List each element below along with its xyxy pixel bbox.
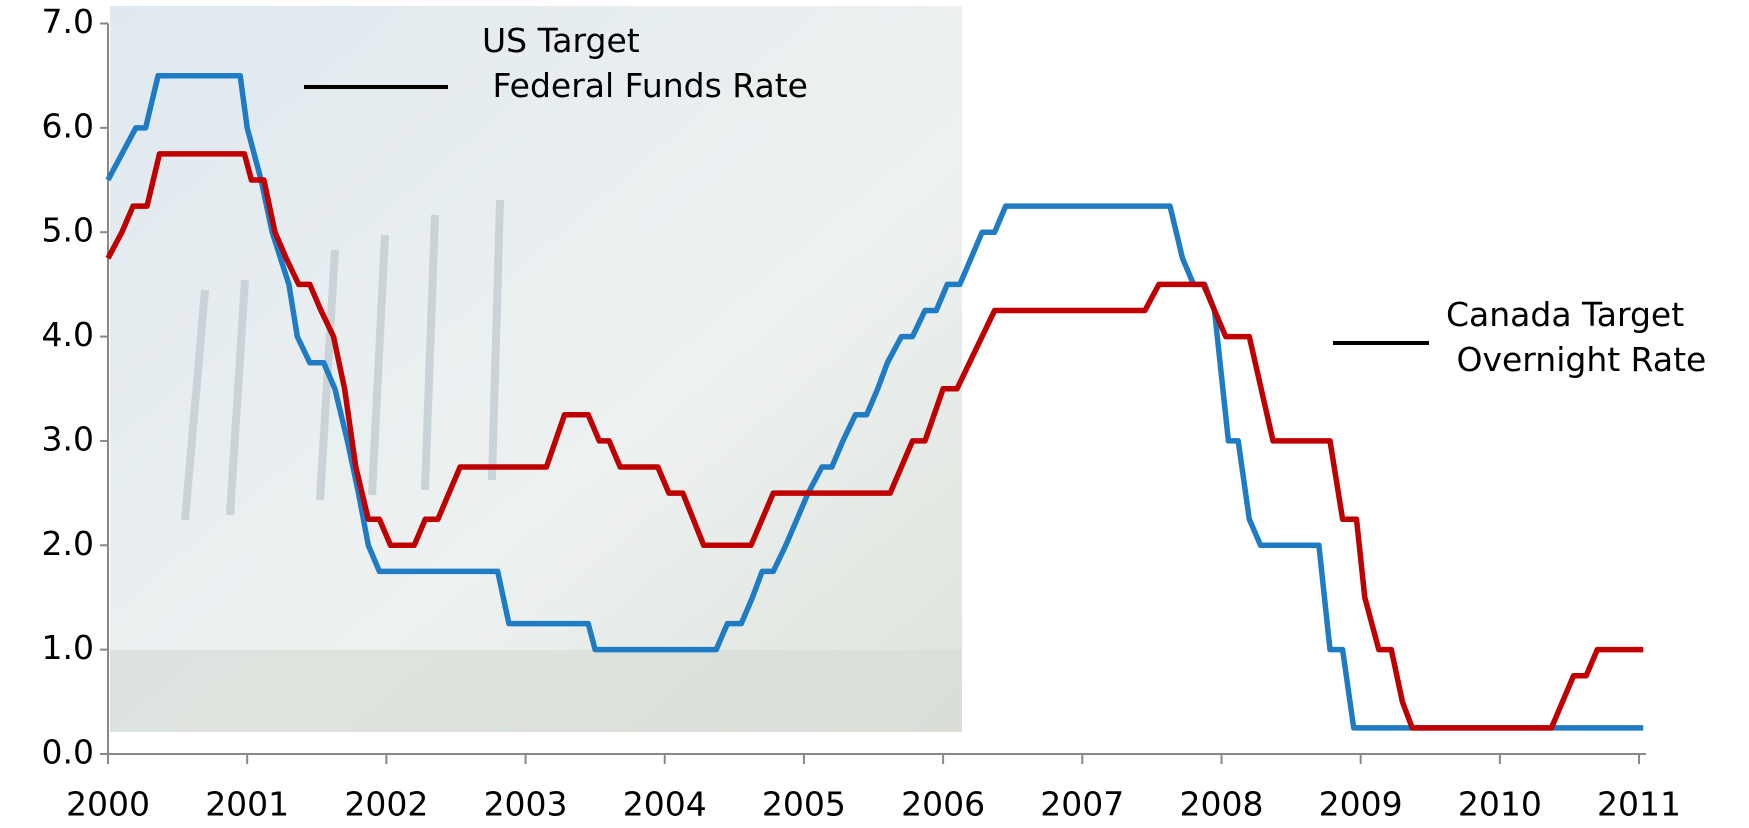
x-tick-label: 2011 (1597, 785, 1681, 824)
photo-detail (110, 650, 962, 732)
x-tick-label: 2001 (205, 785, 289, 824)
y-tick-label: 1.0 (42, 628, 94, 667)
y-tick-label: 6.0 (42, 106, 94, 145)
x-tick-label: 2002 (344, 785, 428, 824)
x-tick-label: 2004 (623, 785, 707, 824)
legend-label: Canada Target Overnight Rate (1446, 292, 1706, 382)
x-tick-label: 2008 (1179, 785, 1263, 824)
x-tick-label: 2010 (1458, 785, 1542, 824)
legend-label: US Target Federal Funds Rate (482, 18, 808, 108)
y-tick-label: 0.0 (42, 733, 94, 772)
y-tick-label: 2.0 (42, 524, 94, 563)
x-tick-label: 2000 (66, 785, 150, 824)
x-tick-label: 2003 (484, 785, 568, 824)
page: 0.0 1.0 2.0 3.0 4.0 5.0 6.0 7.0 2000 2001 2002 2003… (0, 0, 1749, 828)
x-tick-label: 2007 (1040, 785, 1124, 824)
x-tick-label: 2005 (762, 785, 846, 824)
x-tick-label: 2006 (901, 785, 985, 824)
chart: 0.0 1.0 2.0 3.0 4.0 5.0 6.0 7.0 2000 2001 2002 2003… (0, 0, 1749, 828)
x-tick-label: 2009 (1319, 785, 1403, 824)
y-tick-label: 4.0 (42, 315, 94, 354)
y-tick-label: 7.0 (42, 2, 94, 41)
y-tick-label: 3.0 (42, 419, 94, 458)
y-tick-label: 5.0 (42, 211, 94, 250)
